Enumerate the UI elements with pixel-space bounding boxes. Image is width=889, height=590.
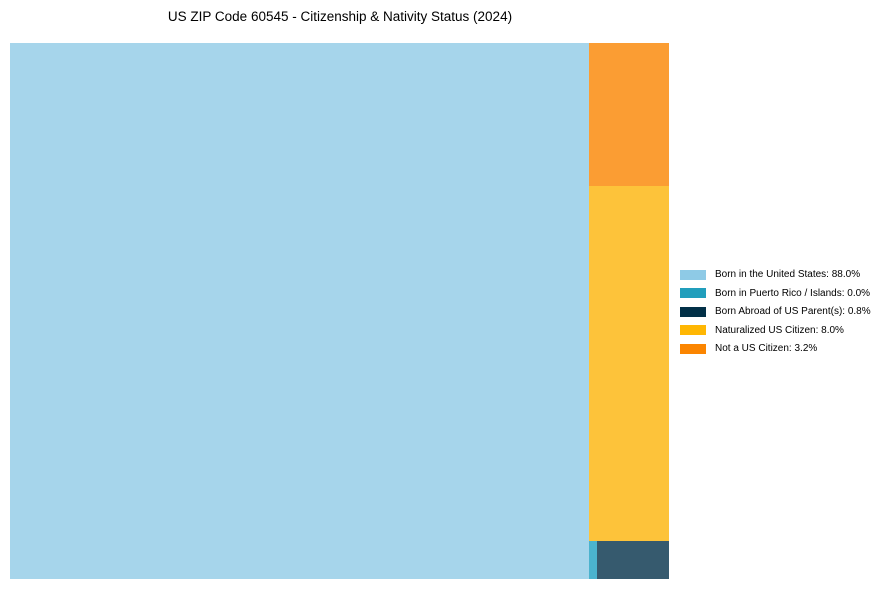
legend-swatch <box>680 343 706 354</box>
legend-swatch <box>680 306 706 317</box>
legend-label: Born in Puerto Rico / Islands: 0.0% <box>715 287 871 299</box>
legend-item: Not a US Citizen: 3.2% <box>680 341 871 357</box>
legend-label: Not a US Citizen: 3.2% <box>715 343 818 355</box>
legend: Born in the United States: 88.0% Born in… <box>680 267 871 360</box>
tile-not-us-citizen <box>589 43 669 186</box>
tile-born-abroad-us-parents <box>597 541 669 579</box>
legend-item: Born Abroad of US Parent(s): 0.8% <box>680 304 871 320</box>
legend-item: Born in the United States: 88.0% <box>680 267 871 283</box>
legend-label: Born in the United States: 88.0% <box>715 269 861 281</box>
legend-item: Naturalized US Citizen: 8.0% <box>680 323 871 339</box>
legend-swatch <box>680 269 706 280</box>
tile-naturalized-citizen <box>589 186 669 541</box>
legend-swatch <box>680 325 706 336</box>
legend-item: Born in Puerto Rico / Islands: 0.0% <box>680 286 871 302</box>
tile-born-in-us <box>10 43 589 579</box>
chart-title: US ZIP Code 60545 - Citizenship & Nativi… <box>167 9 513 24</box>
legend-label: Born Abroad of US Parent(s): 0.8% <box>715 306 871 318</box>
tile-born-puerto-rico <box>589 541 597 579</box>
legend-label: Naturalized US Citizen: 8.0% <box>715 324 844 336</box>
legend-swatch <box>680 288 706 299</box>
